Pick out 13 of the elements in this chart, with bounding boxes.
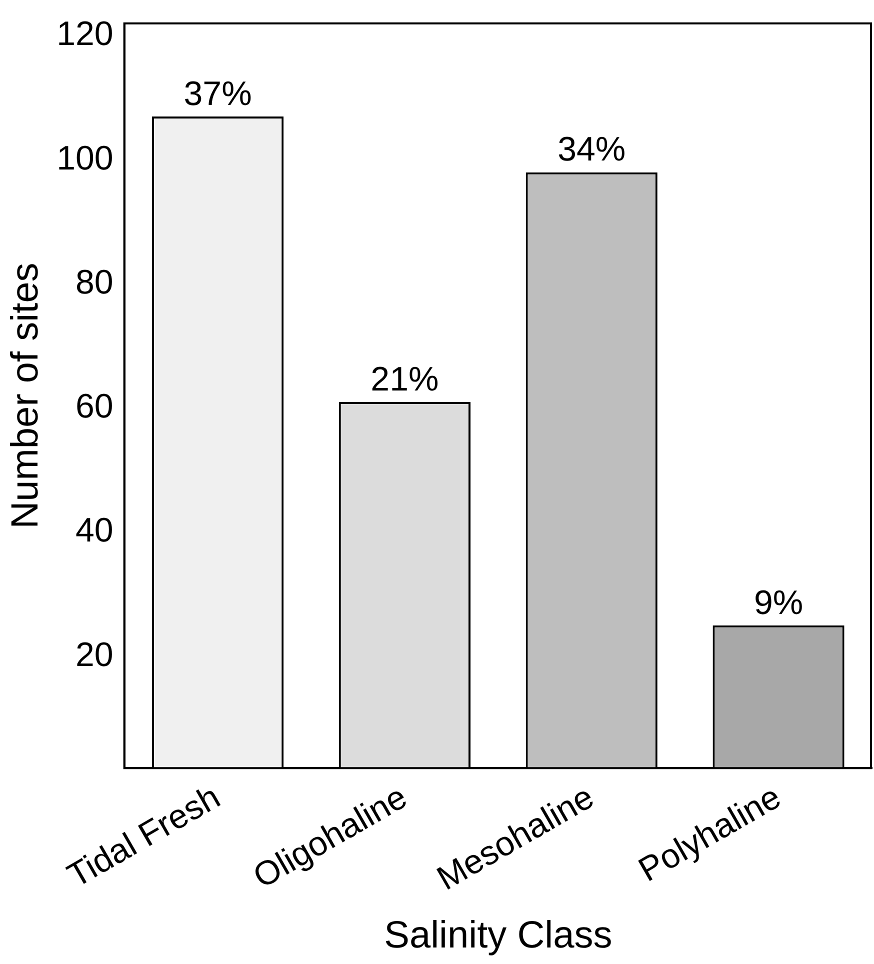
y-tick-label: 80 (76, 263, 114, 302)
annotation: 21% (370, 360, 439, 398)
annotation: 37% (184, 74, 252, 113)
x-tick-label: Tidal Fresh (61, 778, 226, 896)
y-tick-label: 40 (76, 512, 114, 550)
annotation: 9% (754, 584, 804, 622)
y-tick-label: 120 (56, 15, 114, 54)
y-tick-label: 20 (76, 636, 114, 674)
y-axis-title: Number of sites (4, 262, 46, 529)
y-tick-label: 100 (56, 139, 114, 178)
y-tick-label: 60 (76, 388, 114, 426)
x-axis-title: Salinity Class (384, 914, 612, 957)
annotation: 34% (558, 130, 626, 169)
